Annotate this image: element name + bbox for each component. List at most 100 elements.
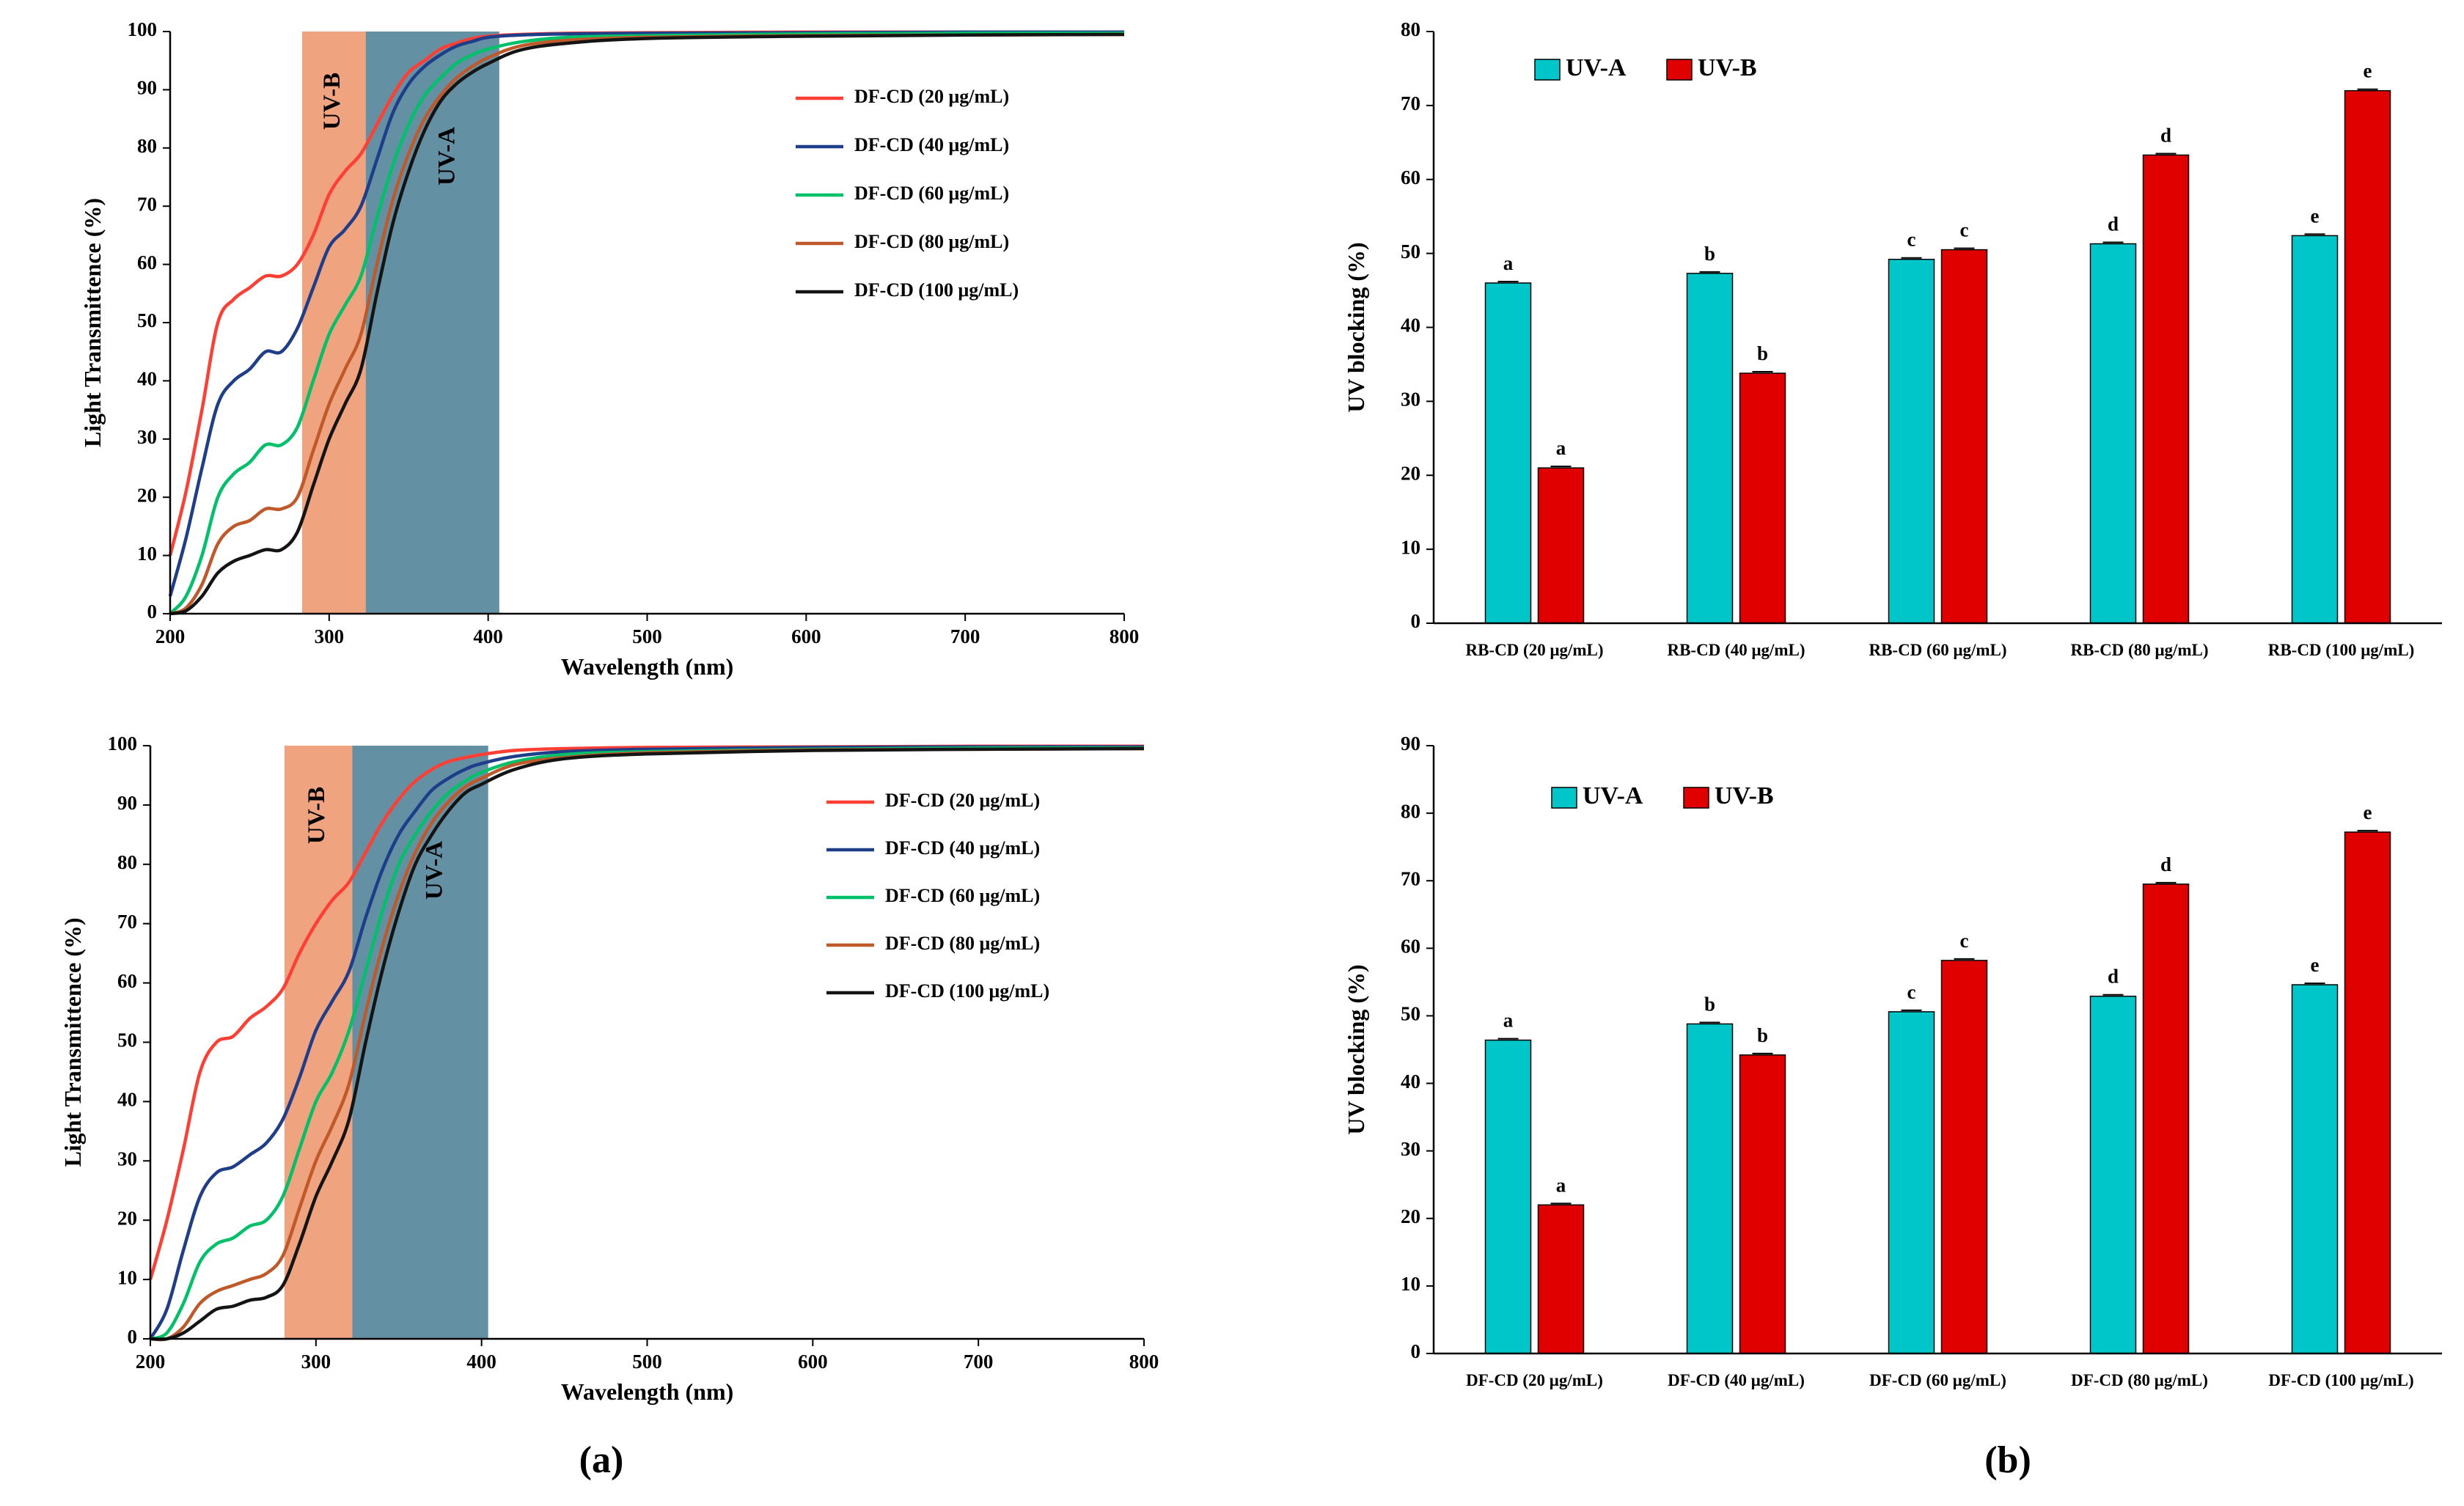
bar-uva — [1686, 273, 1734, 624]
bar-uvb — [1537, 467, 1585, 624]
category-label: RB-CD (100 μg/mL) — [2268, 641, 2415, 659]
significance-letter: d — [2108, 966, 2119, 988]
legend-label-uva: UV-A — [1583, 782, 1643, 809]
y-tick-label: 80 — [117, 851, 137, 873]
y-tick-label: 90 — [137, 77, 157, 99]
x-tick-label: 400 — [473, 625, 503, 647]
y-tick-label: 10 — [137, 543, 157, 565]
y-tick-label: 0 — [1411, 1340, 1421, 1362]
y-tick-label: 100 — [108, 732, 138, 754]
x-tick-label: 600 — [798, 1351, 828, 1373]
y-tick-label: 10 — [1401, 536, 1420, 558]
y-tick-label: 30 — [1401, 389, 1420, 411]
panel-label-b: (b) — [1984, 1439, 2031, 1481]
y-tick-label: 80 — [1401, 800, 1420, 822]
category-label: RB-CD (80 μg/mL) — [2070, 641, 2208, 659]
y-tick-label: 0 — [147, 600, 158, 622]
bar-uva — [1888, 1011, 1935, 1354]
category-label: RB-CD (60 μg/mL) — [1869, 641, 2006, 659]
legend-label-4: DF-CD (80 μg/mL) — [854, 231, 1009, 252]
y-tick-label: 80 — [137, 135, 157, 157]
band-label-uva: UV-A — [422, 841, 448, 900]
series-line-3 — [169, 32, 1125, 615]
category-label: RB-CD (40 μg/mL) — [1667, 641, 1805, 659]
band-label-uvb: UV-B — [304, 787, 330, 844]
y-tick-label: 60 — [137, 251, 157, 273]
y-tick-label: 40 — [1401, 1070, 1420, 1092]
bar-uvb — [2344, 89, 2391, 624]
series-line-2 — [149, 745, 1145, 1340]
band-uva — [365, 32, 499, 614]
x-tick-label: 300 — [315, 625, 345, 647]
panel-label-a: (a) — [579, 1439, 624, 1481]
bar-uvb — [1940, 249, 1988, 624]
y-tick-label: 10 — [1401, 1273, 1420, 1295]
bar-uvb — [1940, 960, 1988, 1354]
x-tick-label: 800 — [1129, 1351, 1159, 1373]
bar-uvb — [1739, 1054, 1786, 1354]
significance-letter: c — [1960, 930, 1969, 952]
x-tick-label: 200 — [155, 625, 186, 647]
legend-label-2: DF-CD (40 μg/mL) — [854, 134, 1009, 155]
band-uvb — [284, 746, 353, 1339]
series-line-5 — [169, 32, 1125, 616]
bar-uvb — [1739, 372, 1786, 624]
significance-letter: d — [2108, 213, 2119, 235]
x-tick-label: 500 — [632, 625, 662, 647]
bar-uva — [2089, 243, 2137, 624]
y-tick-label: 70 — [1401, 92, 1420, 114]
x-axis-title: Wavelength (nm) — [561, 653, 734, 680]
y-tick-label: 20 — [1401, 462, 1420, 484]
y-tick-label: 30 — [137, 426, 157, 448]
chart-bottom-left-transmittance: UV-B UV-A 0 10 20 30 40 50 60 70 80 90 100 200 300 400 5… — [59, 732, 1159, 1405]
bar-uva — [2291, 984, 2339, 1354]
bar-uva — [1888, 258, 1935, 624]
y-tick-label: 20 — [117, 1207, 137, 1229]
bar-uva — [1484, 1039, 1532, 1354]
y-tick-label: 20 — [137, 484, 157, 506]
y-tick-label: 80 — [1401, 18, 1420, 40]
significance-letter: c — [1960, 219, 1969, 241]
legend-swatch-uva — [1534, 59, 1561, 81]
significance-letter: a — [1503, 252, 1514, 274]
legend-label-1: DF-CD (20 μg/mL) — [885, 790, 1040, 811]
x-tick-label: 300 — [301, 1351, 331, 1373]
y-tick-label: 70 — [137, 193, 157, 215]
y-axis-title: UV blocking (%) — [1343, 242, 1369, 412]
x-axis-title: Wavelength (nm) — [561, 1378, 734, 1405]
significance-letter: e — [2364, 801, 2372, 823]
significance-letter: b — [1704, 243, 1715, 265]
significance-letter: b — [1704, 993, 1715, 1015]
significance-letter: b — [1757, 1024, 1768, 1046]
y-tick-label: 50 — [1401, 1003, 1420, 1025]
significance-letter: c — [1907, 229, 1916, 251]
legend-swatch-uvb — [1666, 59, 1693, 81]
significance-letter: e — [2364, 60, 2372, 82]
x-tick-label: 400 — [466, 1351, 496, 1373]
chart-bottom-right-uv-blocking: 0 10 20 30 40 50 60 70 80 90 a a DF-CD (20 μg/mL) b b D… — [1343, 732, 2442, 1389]
legend-label-5: DF-CD (100 μg/mL) — [885, 980, 1049, 1002]
significance-letter: b — [1757, 342, 1768, 364]
band-label-uvb: UV-B — [319, 73, 345, 130]
category-label: DF-CD (100 μg/mL) — [2268, 1371, 2413, 1389]
y-tick-label: 70 — [117, 911, 137, 933]
category-label: RB-CD (20 μg/mL) — [1465, 641, 1603, 659]
bar-uvb — [1537, 1204, 1585, 1354]
legend-label-uva: UV-A — [1566, 54, 1627, 81]
y-axis-title: Light Transmittence (%) — [59, 917, 86, 1167]
significance-letter: d — [2160, 853, 2171, 875]
y-tick-label: 30 — [117, 1148, 137, 1170]
y-tick-label: 100 — [128, 18, 158, 40]
x-tick-label: 800 — [1110, 625, 1140, 647]
legend-swatch-uva — [1551, 787, 1577, 809]
category-label: DF-CD (80 μg/mL) — [2071, 1371, 2208, 1389]
y-tick-label: 0 — [1411, 610, 1421, 632]
legend-label-uvb: UV-B — [1698, 54, 1757, 81]
legend-label-2: DF-CD (40 μg/mL) — [885, 837, 1040, 859]
y-tick-label: 20 — [1401, 1205, 1420, 1227]
chart-top-right-uv-blocking: 0 10 20 30 40 50 60 70 80 a a RB-CD (20 μg/mL) b b RB-… — [1343, 18, 2442, 659]
category-label: DF-CD (40 μg/mL) — [1668, 1371, 1805, 1389]
y-tick-label: 70 — [1401, 867, 1420, 889]
y-tick-label: 40 — [137, 368, 157, 390]
